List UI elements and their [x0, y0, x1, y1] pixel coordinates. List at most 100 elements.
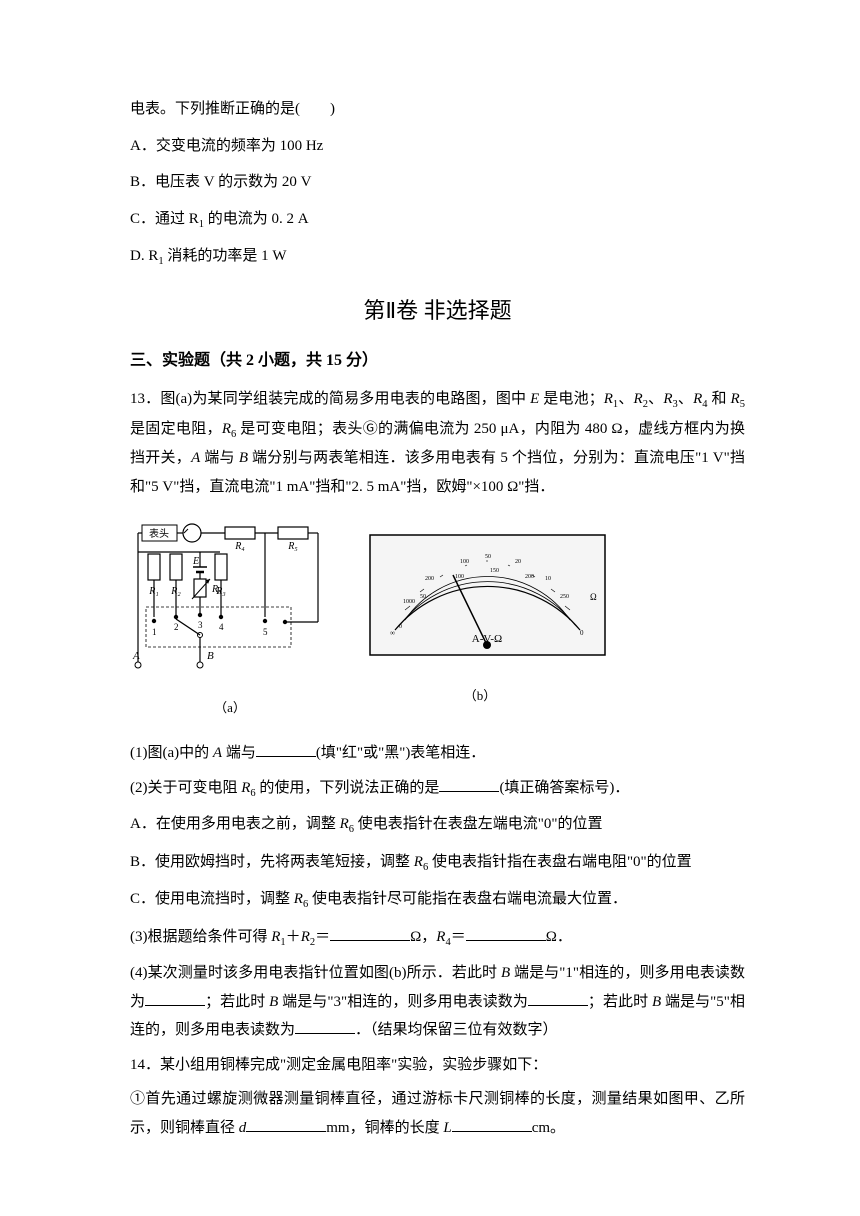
q13oa-a: A．在使用多用电表之前，调整 — [130, 816, 340, 832]
q13oa-R: R — [340, 816, 349, 832]
q13oc-b: 使电表指针尽可能指在表盘右端电流最大位置． — [308, 891, 627, 907]
meter-dial-icon: ∞ 1000 200 100 50 20 10 0 0 50 100 150 2… — [365, 530, 610, 660]
q13-p1a: 图(a)为某同学组装完成的简易多用电表的电路图，图中 — [160, 391, 530, 407]
svg-text:A: A — [132, 650, 140, 662]
q14-para: 14．某小组用铜棒完成"测定金属电阻率"实验，实验步骤如下： — [130, 1051, 745, 1080]
blank-5 — [145, 991, 205, 1006]
opt-c-prefix: C．通过 R — [130, 211, 199, 227]
q13-p1b: 是电池； — [539, 391, 603, 407]
svg-text:200: 200 — [425, 576, 434, 582]
option-a: A．交变电流的频率为 100 Hz — [130, 132, 745, 161]
q13s1c: (填"红"或"黑")表笔相连． — [316, 745, 485, 761]
q13s2b: 的使用，下列说法正确的是 — [256, 780, 440, 796]
q14s1c: cm。 — [532, 1120, 565, 1136]
q13s4e: ；若此时 — [588, 994, 652, 1010]
svg-text:50: 50 — [420, 594, 426, 600]
heading-3: 三、实验题（共 2 小题，共 15 分） — [130, 346, 745, 376]
opt-d-prefix: D. R — [130, 248, 158, 264]
q13s4-B3: B — [652, 994, 661, 1010]
q13-s5: 5 — [740, 399, 745, 410]
svg-text:表头: 表头 — [149, 527, 169, 540]
svg-text:20: 20 — [515, 559, 521, 565]
q13ob-a: B．使用欧姆挡时，先将两表笔短接，调整 — [130, 854, 414, 870]
svg-text:A-V-Ω: A-V-Ω — [472, 633, 502, 645]
figure-b: ∞ 1000 200 100 50 20 10 0 0 50 100 150 2… — [365, 530, 610, 680]
option-d: D. R1 消耗的功率是 1 W — [130, 242, 745, 272]
svg-text:50: 50 — [485, 554, 491, 560]
q14s1b: mm，铜棒的长度 — [326, 1120, 443, 1136]
q13-opt-b: B．使用欧姆挡时，先将两表笔短接，调整 R6 使电表指针指在表盘右端电阻"0"的… — [130, 848, 745, 878]
q13-p1c: 、 — [618, 391, 633, 407]
svg-text:4: 4 — [219, 622, 224, 632]
q13s2c: (填正确答案标号)． — [499, 780, 629, 796]
q13s1b: 端与 — [222, 745, 256, 761]
q14-L: L — [443, 1120, 451, 1136]
blank-3 — [330, 926, 410, 941]
q13s2a: (2)关于可变电阻 — [130, 780, 241, 796]
q13-para: 13．图(a)为某同学组装完成的简易多用电表的电路图，图中 E 是电池；R1、R… — [130, 385, 745, 502]
q13-R2: R — [634, 391, 643, 407]
svg-text:100: 100 — [455, 574, 464, 580]
q14-p1: 某小组用铜棒完成"测定金属电阻率"实验，实验步骤如下： — [160, 1057, 547, 1073]
svg-text:5: 5 — [263, 627, 268, 637]
q13s3e: ＝ — [451, 929, 466, 945]
q13s4-B2: B — [269, 994, 278, 1010]
q13s3a: (3)根据题给条件可得 — [130, 929, 271, 945]
figure-b-container: ∞ 1000 200 100 50 20 10 0 0 50 100 150 2… — [350, 530, 610, 709]
svg-text:R₄: R₄ — [234, 541, 245, 552]
svg-text:B: B — [207, 650, 214, 662]
blank-7 — [295, 1019, 355, 1034]
svg-text:150: 150 — [490, 568, 499, 574]
q13oc-R: R — [294, 891, 303, 907]
figure-a-container: 表头 R₄ R₅ A R₁ R₂ — [130, 517, 330, 721]
q13s3d: Ω， — [410, 929, 436, 945]
q13-sub3: (3)根据题给条件可得 R1＋R2＝Ω，R4＝Ω． — [130, 923, 745, 953]
svg-text:100: 100 — [460, 559, 469, 565]
opt-c-suffix: 的电流为 0. 2 A — [204, 211, 309, 227]
figure-row: 表头 R₄ R₅ A R₁ R₂ — [130, 517, 745, 721]
fig-b-label: （b） — [350, 684, 610, 709]
q13-R4: R — [693, 391, 702, 407]
blank-9 — [452, 1117, 532, 1132]
q13oa-b: 使电表指针在表盘左端电流"0"的位置 — [354, 816, 603, 832]
svg-text:2: 2 — [174, 622, 179, 632]
svg-text:0: 0 — [399, 624, 402, 630]
svg-text:E: E — [192, 556, 199, 567]
question-lead: 电表。下列推断正确的是( ) — [130, 95, 745, 124]
svg-text:200: 200 — [525, 574, 534, 580]
q13-sub4: (4)某次测量时该多用电表指针位置如图(b)所示．若此时 B 端是与"1"相连的… — [130, 959, 745, 1045]
q13oc-a: C．使用电流挡时，调整 — [130, 891, 294, 907]
q13-num: 13． — [130, 391, 160, 407]
q13ob-b: 使电表指针指在表盘右端电阻"0"的位置 — [428, 854, 692, 870]
q13-sub2: (2)关于可变电阻 R6 的使用，下列说法正确的是(填正确答案标号)． — [130, 774, 745, 804]
q13s4-B1: B — [501, 965, 510, 981]
q13-A: A — [191, 450, 200, 466]
svg-text:R₅: R₅ — [287, 541, 298, 552]
q13s1a: (1)图(a)中的 — [130, 745, 213, 761]
q13s4a: (4)某次测量时该多用电表指针位置如图(b)所示．若此时 — [130, 965, 501, 981]
q13-opt-c: C．使用电流挡时，调整 R6 使电表指针尽可能指在表盘右端电流最大位置． — [130, 885, 745, 915]
svg-text:∞: ∞ — [390, 629, 395, 637]
blank-6 — [528, 991, 588, 1006]
q14-num: 14． — [130, 1057, 160, 1073]
q13ob-R: R — [414, 854, 423, 870]
q13-B: B — [239, 450, 248, 466]
q14-d: d — [239, 1120, 247, 1136]
circuit-diagram-icon: 表头 R₄ R₅ A R₁ R₂ — [130, 517, 330, 672]
q13s3b: ＋ — [286, 929, 301, 945]
q13-R1: R — [604, 391, 613, 407]
svg-text:250: 250 — [560, 594, 569, 600]
q13s3c: ＝ — [315, 929, 330, 945]
q13s1-A: A — [213, 745, 222, 761]
svg-text:1000: 1000 — [403, 599, 415, 605]
svg-text:0: 0 — [580, 629, 584, 637]
section-2-title: 第Ⅱ卷 非选择题 — [130, 290, 745, 332]
figure-a: 表头 R₄ R₅ A R₁ R₂ — [130, 517, 330, 692]
q13s4g: ．（结果均保留三位有效数字） — [355, 1022, 558, 1038]
q13-p1e: 、 — [678, 391, 693, 407]
q13s3-R2: R — [301, 929, 310, 945]
opt-d-suffix: 消耗的功率是 1 W — [164, 248, 287, 264]
blank-1 — [256, 742, 316, 757]
question-13: 13．图(a)为某同学组装完成的简易多用电表的电路图，图中 E 是电池；R1、R… — [130, 385, 745, 502]
q13-opt-a: A．在使用多用电表之前，调整 R6 使电表指针在表盘左端电流"0"的位置 — [130, 810, 745, 840]
